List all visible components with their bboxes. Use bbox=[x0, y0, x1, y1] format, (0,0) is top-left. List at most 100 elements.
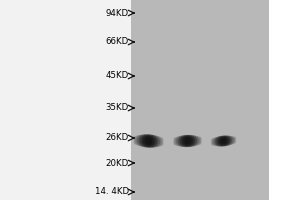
Ellipse shape bbox=[146, 134, 148, 148]
Ellipse shape bbox=[216, 137, 218, 146]
Text: 94KD: 94KD bbox=[106, 8, 129, 18]
Ellipse shape bbox=[137, 135, 139, 146]
Ellipse shape bbox=[224, 135, 226, 146]
Ellipse shape bbox=[214, 138, 215, 146]
Ellipse shape bbox=[153, 135, 155, 148]
Ellipse shape bbox=[214, 137, 216, 146]
Ellipse shape bbox=[134, 136, 135, 144]
Ellipse shape bbox=[199, 137, 200, 145]
Ellipse shape bbox=[144, 134, 146, 147]
Ellipse shape bbox=[186, 135, 188, 147]
Ellipse shape bbox=[233, 136, 235, 144]
Ellipse shape bbox=[192, 135, 194, 147]
Ellipse shape bbox=[230, 136, 231, 145]
Ellipse shape bbox=[138, 135, 140, 146]
Ellipse shape bbox=[229, 136, 231, 145]
Ellipse shape bbox=[185, 135, 187, 147]
Ellipse shape bbox=[176, 137, 178, 146]
Ellipse shape bbox=[197, 136, 199, 145]
Ellipse shape bbox=[227, 135, 228, 146]
Ellipse shape bbox=[190, 135, 191, 147]
Ellipse shape bbox=[175, 137, 176, 145]
Text: 20KD: 20KD bbox=[106, 158, 129, 168]
Ellipse shape bbox=[149, 134, 151, 148]
Ellipse shape bbox=[158, 136, 160, 147]
Ellipse shape bbox=[184, 135, 186, 147]
Ellipse shape bbox=[221, 136, 223, 147]
Ellipse shape bbox=[195, 136, 197, 146]
Ellipse shape bbox=[182, 135, 183, 147]
Ellipse shape bbox=[218, 136, 220, 146]
Ellipse shape bbox=[144, 134, 146, 147]
Text: 35KD: 35KD bbox=[106, 104, 129, 112]
Ellipse shape bbox=[226, 135, 227, 146]
Ellipse shape bbox=[220, 136, 222, 147]
Ellipse shape bbox=[135, 136, 137, 145]
Ellipse shape bbox=[212, 138, 214, 146]
Ellipse shape bbox=[136, 135, 138, 145]
Ellipse shape bbox=[235, 137, 236, 143]
Ellipse shape bbox=[220, 136, 221, 147]
Ellipse shape bbox=[229, 136, 230, 145]
Ellipse shape bbox=[173, 138, 175, 145]
Ellipse shape bbox=[186, 135, 187, 147]
Ellipse shape bbox=[231, 136, 232, 145]
Ellipse shape bbox=[219, 136, 220, 147]
Ellipse shape bbox=[216, 137, 217, 146]
Ellipse shape bbox=[150, 134, 152, 148]
Text: 45KD: 45KD bbox=[106, 72, 129, 80]
Ellipse shape bbox=[224, 135, 225, 146]
Ellipse shape bbox=[174, 137, 176, 145]
Ellipse shape bbox=[184, 135, 185, 147]
Ellipse shape bbox=[146, 134, 148, 148]
Ellipse shape bbox=[213, 138, 215, 146]
Text: 66KD: 66KD bbox=[106, 38, 129, 46]
Ellipse shape bbox=[225, 135, 226, 146]
Ellipse shape bbox=[141, 134, 143, 147]
Ellipse shape bbox=[182, 135, 184, 147]
Ellipse shape bbox=[197, 136, 198, 145]
Ellipse shape bbox=[218, 136, 219, 146]
Ellipse shape bbox=[160, 137, 162, 146]
Ellipse shape bbox=[191, 135, 193, 147]
Ellipse shape bbox=[226, 135, 228, 146]
Ellipse shape bbox=[212, 138, 213, 145]
Ellipse shape bbox=[190, 135, 192, 147]
Ellipse shape bbox=[156, 136, 158, 147]
Ellipse shape bbox=[211, 139, 212, 145]
Text: 26KD: 26KD bbox=[106, 134, 129, 142]
Ellipse shape bbox=[200, 137, 201, 145]
Ellipse shape bbox=[148, 134, 150, 148]
Ellipse shape bbox=[222, 136, 223, 147]
Ellipse shape bbox=[188, 135, 190, 147]
Ellipse shape bbox=[179, 136, 181, 147]
Ellipse shape bbox=[180, 136, 182, 147]
Ellipse shape bbox=[152, 135, 154, 148]
Ellipse shape bbox=[233, 136, 234, 144]
Ellipse shape bbox=[222, 136, 224, 147]
Ellipse shape bbox=[193, 135, 194, 146]
Ellipse shape bbox=[230, 136, 232, 145]
Ellipse shape bbox=[196, 136, 198, 146]
Ellipse shape bbox=[158, 136, 159, 147]
Ellipse shape bbox=[198, 136, 200, 145]
Ellipse shape bbox=[193, 135, 195, 146]
Ellipse shape bbox=[219, 136, 221, 147]
Ellipse shape bbox=[195, 136, 196, 146]
Ellipse shape bbox=[134, 136, 136, 145]
Ellipse shape bbox=[141, 135, 142, 147]
Ellipse shape bbox=[179, 136, 180, 146]
Ellipse shape bbox=[232, 136, 234, 144]
Ellipse shape bbox=[155, 136, 157, 147]
Ellipse shape bbox=[154, 135, 156, 147]
Ellipse shape bbox=[215, 137, 217, 146]
Ellipse shape bbox=[177, 136, 179, 146]
Ellipse shape bbox=[181, 136, 182, 147]
Bar bbox=[0, 0, 130, 200]
Ellipse shape bbox=[154, 135, 156, 148]
Bar bbox=[130, 0, 268, 200]
Ellipse shape bbox=[228, 136, 230, 146]
Ellipse shape bbox=[145, 134, 147, 148]
Ellipse shape bbox=[162, 138, 164, 146]
Ellipse shape bbox=[136, 136, 137, 145]
